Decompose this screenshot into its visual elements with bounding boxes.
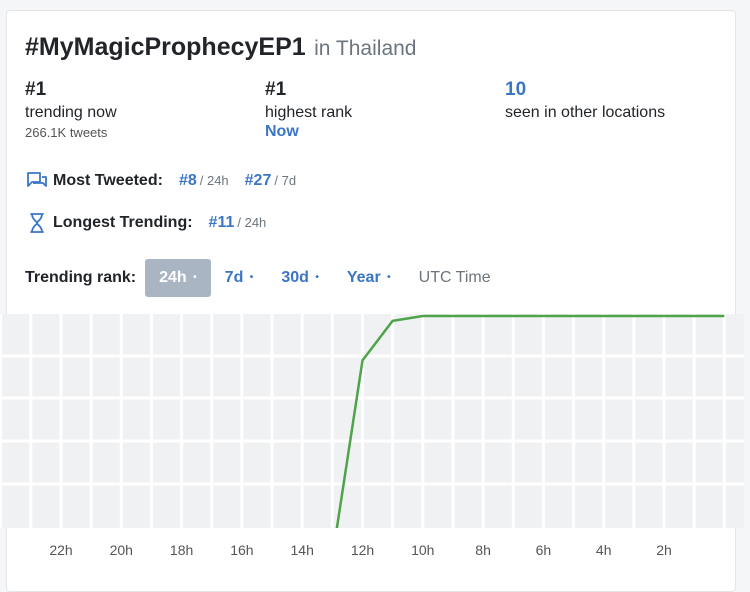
x-tick-label: 18h (170, 542, 193, 558)
tab-24h[interactable]: 24h • (145, 259, 211, 297)
other-locations-stat: 10 seen in other locations (505, 79, 665, 123)
tweet-count: 266.1K tweets (25, 125, 108, 140)
x-tick-label: 22h (49, 542, 72, 558)
trending-rank-chart: 22h 20h 18h 16h 14h 12h 10h 8h 6h 4h 2h (0, 314, 744, 558)
x-tick-label: 20h (110, 542, 133, 558)
most-tweeted-rank-24h[interactable]: #8/ 24h (178, 172, 229, 189)
x-tick-label: 16h (230, 542, 253, 558)
trending-now-rank: #1 (25, 79, 47, 100)
highest-rank-value: #1 (265, 79, 287, 100)
longest-trending-row: Longest Trending: #11/ 24h (25, 211, 266, 235)
hourglass-icon (25, 211, 49, 235)
series-line (335, 314, 725, 528)
location-label: in Thailand (314, 37, 417, 60)
tab-year[interactable]: Year • (346, 269, 391, 286)
rank-period-tabs: Trending rank: 24h • 7d • 30d • Year • U… (25, 259, 505, 297)
longest-trending-rank-24h[interactable]: #11/ 24h (208, 214, 267, 231)
hashtag-title: #MyMagicProphecyEP1 (25, 33, 306, 61)
highest-rank-stat: #1 highest rank Now (265, 79, 352, 141)
tab-30d[interactable]: 30d • (281, 269, 319, 286)
utc-time-toggle[interactable]: UTC Time (418, 269, 491, 286)
other-locations-label: seen in other locations (505, 104, 666, 121)
other-locations-count[interactable]: 10 (505, 79, 527, 100)
x-tick-label: 8h (475, 542, 491, 558)
page-title: #MyMagicProphecyEP1 in Thailand (25, 33, 416, 62)
x-tick-label: 10h (411, 542, 434, 558)
x-tick-label: 6h (536, 542, 552, 558)
trending-now-label: trending now (25, 104, 117, 121)
trending-rank-label: Trending rank: (25, 269, 137, 286)
x-tick-label: 4h (596, 542, 612, 558)
trending-now-stat: #1 trending now 266.1K tweets (25, 79, 117, 140)
most-tweeted-rank-7d[interactable]: #27/ 7d (244, 172, 297, 189)
most-tweeted-row: Most Tweeted: #8/ 24h #27/ 7d (25, 169, 296, 193)
x-tick-label: 14h (291, 542, 314, 558)
highest-rank-time[interactable]: Now (265, 123, 299, 140)
x-tick-label: 12h (351, 542, 374, 558)
most-tweeted-label: Most Tweeted: (53, 172, 163, 189)
highest-rank-label: highest rank (265, 104, 353, 121)
tab-7d[interactable]: 7d • (224, 269, 254, 286)
x-tick-label: 2h (656, 542, 672, 558)
chat-bubbles-icon (25, 169, 49, 193)
longest-trending-label: Longest Trending: (53, 214, 193, 231)
